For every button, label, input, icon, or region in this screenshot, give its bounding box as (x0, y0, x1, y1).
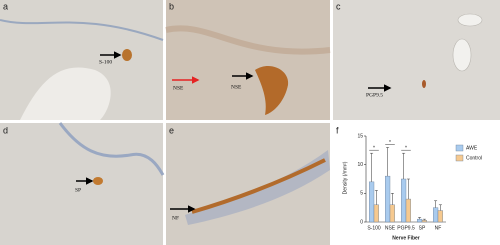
annotation: NF (172, 215, 179, 221)
significance-star: * (373, 146, 375, 152)
significance-star: * (405, 146, 407, 152)
bar (417, 218, 423, 223)
stained-fiber (255, 65, 289, 115)
micrograph (166, 0, 330, 120)
panel-label: f (336, 125, 339, 135)
x-tick-label: PGP9.5 (397, 225, 415, 231)
bar (389, 204, 396, 223)
bar (437, 210, 444, 223)
panel-label: a (3, 1, 8, 11)
annotation: SP (75, 187, 81, 193)
x-tick-label: NF (435, 225, 442, 231)
bar (373, 204, 380, 223)
error-bar (438, 204, 442, 211)
significance-star: * (389, 140, 391, 146)
x-tick-label: NSE (385, 225, 396, 231)
x-tick-label: SP (419, 225, 426, 231)
error-bar (422, 218, 426, 221)
annotation: PGP9.5 (366, 92, 383, 98)
panel-c: PGP9.5 c (333, 0, 500, 120)
vessel (457, 13, 483, 27)
tissue-fiber (165, 25, 331, 55)
y-tick-label: 5 (360, 191, 363, 197)
x-tick-label: S-100 (367, 225, 381, 231)
bar (369, 181, 375, 223)
panel-d: SP d (0, 122, 165, 245)
bar (405, 198, 412, 223)
annotation: NSE (173, 85, 184, 91)
y-tick-label: 10 (357, 162, 363, 168)
stained-fiber (122, 49, 132, 61)
y-axis-label: Density (/mm²) (342, 161, 348, 194)
panel-label: d (3, 125, 8, 135)
error-bar (418, 217, 422, 220)
annotation: S-100 (99, 59, 112, 65)
panel-label: e (169, 125, 174, 135)
panel-b: NSE NSE b (165, 0, 331, 120)
stained-fiber (93, 177, 103, 185)
legend-label: Control (466, 155, 482, 161)
panel-f: f Density (/mm²) Nerve Fiber 0 5 10 15 S-100… (336, 125, 482, 241)
error-bar (434, 200, 438, 208)
legend-swatch (455, 154, 464, 162)
error-bar (406, 178, 410, 200)
error-bar (370, 152, 374, 182)
bar (421, 220, 428, 223)
bar (401, 178, 407, 223)
x-axis-label: Nerve Fiber (392, 235, 420, 241)
panel-a: S-100 a (0, 0, 164, 120)
error-bar (390, 193, 394, 205)
tissue-fiber (58, 122, 165, 176)
bar (385, 175, 391, 223)
y-tick-label: 15 (357, 133, 363, 139)
panel-e: NF e (166, 123, 330, 245)
bar (433, 207, 439, 223)
panel-label: b (169, 1, 174, 11)
micrograph (0, 123, 163, 245)
fat-tissue (20, 67, 111, 120)
panel-label: c (336, 1, 341, 11)
error-bar (402, 152, 406, 179)
tissue-fiber (0, 19, 164, 41)
error-bar (386, 147, 390, 177)
y-tick-label: 0 (360, 219, 363, 225)
vessel (452, 38, 472, 72)
error-bar (374, 190, 378, 205)
annotation: NSE (231, 84, 242, 90)
legend-label: AWE (466, 145, 478, 151)
tissue-fiber (185, 150, 330, 225)
stained-fiber (191, 158, 326, 214)
legend-swatch (455, 144, 464, 152)
stained-fiber (422, 80, 426, 88)
